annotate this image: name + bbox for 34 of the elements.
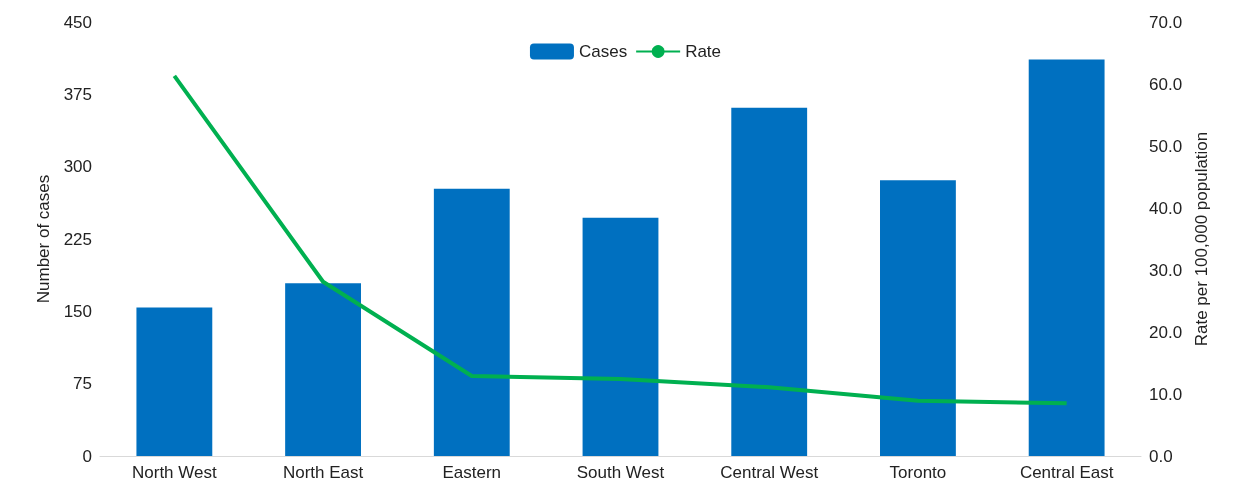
bar <box>285 283 361 456</box>
bar <box>136 307 213 456</box>
x-tick-label: North West <box>132 463 217 482</box>
bar <box>1028 59 1105 456</box>
y2-tick-label: 60.0 <box>1149 74 1183 94</box>
y2-tick-label: 0.0 <box>1149 446 1173 466</box>
bar <box>880 180 956 456</box>
bar <box>582 217 659 456</box>
x-tick-label: South West <box>576 463 665 482</box>
y-tick-label: 225 <box>63 229 92 249</box>
legend-label: Rate <box>685 42 722 61</box>
y2-tick-label: 10.0 <box>1149 384 1183 404</box>
y2-axis-title: Rate per 100,000 population <box>1191 131 1211 347</box>
bar <box>731 107 808 456</box>
y-tick-label: 375 <box>63 84 92 104</box>
y-tick-label: 300 <box>63 157 92 177</box>
y-axis-title: Number of cases <box>34 174 53 304</box>
bar <box>433 188 510 456</box>
y-tick-label: 75 <box>73 374 92 394</box>
line-series <box>172 73 1069 406</box>
x-tick-label: Central West <box>720 463 819 482</box>
x-tick-label: Toronto <box>889 463 947 482</box>
y2-tick-label: 50.0 <box>1149 136 1183 156</box>
x-tick-label: Eastern <box>442 463 502 482</box>
x-tick-label: North East <box>282 463 364 482</box>
legend-label: Cases <box>578 42 628 61</box>
x-tick-label: Central East <box>1019 463 1114 482</box>
y2-tick-label: 20.0 <box>1149 322 1183 342</box>
y-tick-label: 0 <box>82 446 92 466</box>
y2-tick-label: 70.0 <box>1149 12 1183 32</box>
y2-tick-label: 30.0 <box>1149 260 1183 280</box>
y-tick-label: 450 <box>63 12 92 32</box>
y-tick-label: 150 <box>63 301 92 321</box>
y2-tick-label: 40.0 <box>1149 198 1183 218</box>
